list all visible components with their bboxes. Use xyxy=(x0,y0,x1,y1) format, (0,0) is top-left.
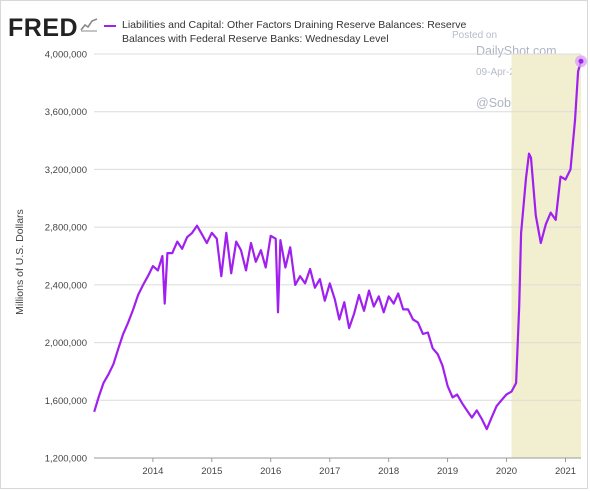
y-tick-label: 4,000,000 xyxy=(45,50,87,61)
shaded-region xyxy=(511,54,581,458)
y-tick-label: 3,200,000 xyxy=(45,165,87,176)
y-tick-label: 1,200,000 xyxy=(45,454,87,465)
x-tick-label: 2016 xyxy=(260,466,281,477)
x-tick-label: 2021 xyxy=(555,466,576,477)
x-tick-label: 2017 xyxy=(319,466,340,477)
x-tick-label: 2014 xyxy=(142,466,163,477)
y-tick-label: 3,600,000 xyxy=(45,107,87,118)
y-tick-label: 2,800,000 xyxy=(45,223,87,234)
x-tick-label: 2018 xyxy=(378,466,399,477)
x-tick-label: 2015 xyxy=(201,466,222,477)
x-tick-label: 2019 xyxy=(437,466,458,477)
y-tick-label: 2,000,000 xyxy=(45,338,87,349)
series-line xyxy=(94,61,581,429)
y-tick-label: 1,600,000 xyxy=(45,396,87,407)
last-point-marker xyxy=(579,59,584,64)
y-tick-label: 2,400,000 xyxy=(45,280,87,291)
x-tick-label: 2020 xyxy=(496,466,517,477)
